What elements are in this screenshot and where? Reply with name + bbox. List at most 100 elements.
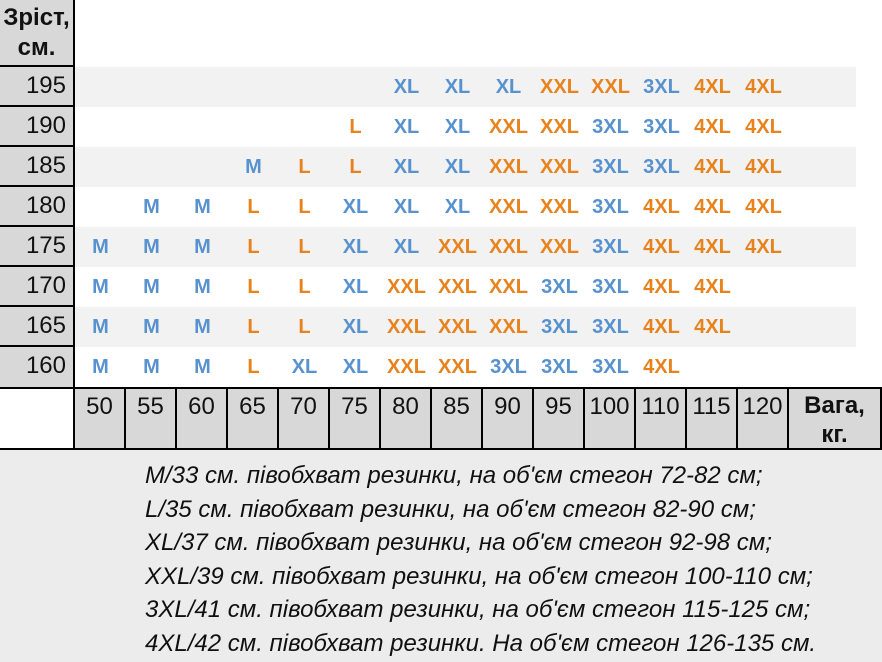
size-cell: XXL bbox=[585, 67, 636, 107]
weight-cell: 100 bbox=[585, 389, 636, 448]
size-cell: XL bbox=[393, 116, 420, 138]
size-cell: 3XL bbox=[592, 356, 629, 378]
size-cell: XL bbox=[381, 147, 432, 187]
size-cell: 4XL bbox=[738, 67, 789, 107]
size-cell: XXL bbox=[432, 307, 483, 347]
size-cell bbox=[75, 147, 126, 187]
size-cell: 3XL bbox=[490, 356, 527, 378]
weights-row: 50 55 60 65 70 75 80 85 90 95 100 110 115 120 Вага, к… bbox=[0, 387, 882, 450]
size-cell bbox=[126, 147, 177, 187]
size-cell: M bbox=[143, 196, 160, 218]
size-cell: 4XL bbox=[687, 147, 738, 187]
size-cell: M bbox=[92, 356, 109, 378]
height-cell: 165 bbox=[0, 307, 75, 347]
size-cell bbox=[177, 67, 228, 107]
size-cell: M bbox=[194, 356, 211, 378]
size-cell: XXL bbox=[387, 356, 426, 378]
size-cell bbox=[75, 107, 126, 147]
size-cell bbox=[738, 267, 789, 307]
row-band-tail bbox=[789, 227, 856, 267]
table-row: 175 M M M L L XL XL XXL XXL XXL 3XL 4XL 4XL 4XL bbox=[0, 227, 882, 267]
height-cell: 195 bbox=[0, 67, 75, 107]
row-band-tail bbox=[789, 187, 856, 227]
size-cell: XXL bbox=[483, 307, 534, 347]
size-cell: 3XL bbox=[585, 147, 636, 187]
header-blank-area bbox=[75, 0, 882, 67]
size-cell: XL bbox=[381, 227, 432, 267]
size-cell: XXL bbox=[483, 147, 534, 187]
size-cell: 4XL bbox=[687, 307, 738, 347]
size-cell bbox=[279, 107, 330, 147]
row-edge-filler bbox=[856, 267, 882, 307]
size-cell: L bbox=[279, 147, 330, 187]
size-cell: L bbox=[247, 196, 260, 218]
size-cell: L bbox=[279, 227, 330, 267]
size-cell: XL bbox=[444, 196, 471, 218]
size-cell: XXL bbox=[534, 67, 585, 107]
height-header-line1: Зріст, bbox=[3, 4, 70, 31]
weight-cell: 70 bbox=[279, 389, 330, 448]
height-header-line2: см. bbox=[17, 34, 56, 61]
size-note-line: L/35 см. півобхват резинки, на об'єм сте… bbox=[145, 495, 756, 523]
size-cell: XL bbox=[432, 147, 483, 187]
size-cell: 4XL bbox=[745, 196, 782, 218]
size-cell bbox=[126, 107, 177, 147]
weight-cell: 90 bbox=[483, 389, 534, 448]
size-cell: M bbox=[177, 307, 228, 347]
size-note-line: 3XL/41 см. півобхват резинки, на об'єм с… bbox=[145, 596, 811, 623]
size-cell: M bbox=[126, 227, 177, 267]
weight-cell: 75 bbox=[330, 389, 381, 448]
row-edge-filler bbox=[856, 307, 882, 347]
row-band-tail bbox=[789, 67, 856, 107]
size-cell: M bbox=[92, 276, 109, 298]
size-cell: XL bbox=[432, 67, 483, 107]
size-cell: XXL bbox=[489, 276, 528, 298]
table-row: 185 M L L XL XL XXL XXL 3XL 3XL 4XL 4XL bbox=[0, 147, 882, 187]
weight-cell: 120 bbox=[738, 389, 789, 448]
size-note-line: M/33 см. півобхват резинки, на об'єм сте… bbox=[145, 462, 763, 489]
size-cell: 3XL bbox=[592, 196, 629, 218]
size-cell: XL bbox=[393, 196, 420, 218]
size-cell: 4XL bbox=[643, 356, 680, 378]
size-note-line: XXL/39 см. півобхват резинки, на об'єм с… bbox=[145, 562, 813, 590]
weight-cell: 115 bbox=[687, 389, 738, 448]
size-cell: M bbox=[228, 147, 279, 187]
row-edge-filler bbox=[856, 147, 882, 187]
size-cell bbox=[738, 347, 789, 387]
row-edge-filler bbox=[856, 67, 882, 107]
size-cell: L bbox=[330, 147, 381, 187]
size-cell bbox=[75, 67, 126, 107]
size-cell: XXL bbox=[381, 307, 432, 347]
size-cell: XXL bbox=[483, 227, 534, 267]
size-note-line: XL/37 см. півобхват резинки, на об'єм ст… bbox=[145, 529, 772, 556]
row-band-tail bbox=[789, 147, 856, 187]
size-cell: XXL bbox=[540, 196, 579, 218]
weight-cell: 110 bbox=[636, 389, 687, 448]
size-cell: XL bbox=[291, 356, 318, 378]
weight-cell: 85 bbox=[432, 389, 483, 448]
size-cell: 3XL bbox=[636, 147, 687, 187]
size-cell: M bbox=[75, 227, 126, 267]
table-body: 195 XL XL XL XXL XXL 3XL 4XL 4XL 190 L XL XL XXL XXL 3X… bbox=[0, 67, 882, 387]
weight-cell: 95 bbox=[534, 389, 585, 448]
size-table: Зріст, см. 195 XL XL XL XXL XXL 3XL 4XL 4XL 190 L X… bbox=[0, 0, 882, 450]
weight-cell: 55 bbox=[126, 389, 177, 448]
size-cell: M bbox=[126, 307, 177, 347]
table-row: 170 M M M L L XL XXL XXL XXL 3XL 3XL 4XL 4XL bbox=[0, 267, 882, 307]
size-cell bbox=[687, 347, 738, 387]
size-cell: 3XL bbox=[534, 307, 585, 347]
row-edge-filler bbox=[856, 347, 882, 387]
size-cell: 4XL bbox=[694, 196, 731, 218]
size-cell: L bbox=[228, 307, 279, 347]
size-cell: 4XL bbox=[687, 227, 738, 267]
size-cell: L bbox=[349, 116, 362, 138]
size-cell: XXL bbox=[387, 276, 426, 298]
height-cell: 160 bbox=[0, 347, 75, 387]
table-row: 190 L XL XL XXL XXL 3XL 3XL 4XL 4XL bbox=[0, 107, 882, 147]
size-cell bbox=[279, 67, 330, 107]
size-cell: XXL bbox=[540, 116, 579, 138]
row-edge-filler bbox=[856, 187, 882, 227]
size-cell: L bbox=[247, 356, 260, 378]
table-header-row: Зріст, см. bbox=[0, 0, 882, 67]
height-cell: 185 bbox=[0, 147, 75, 187]
